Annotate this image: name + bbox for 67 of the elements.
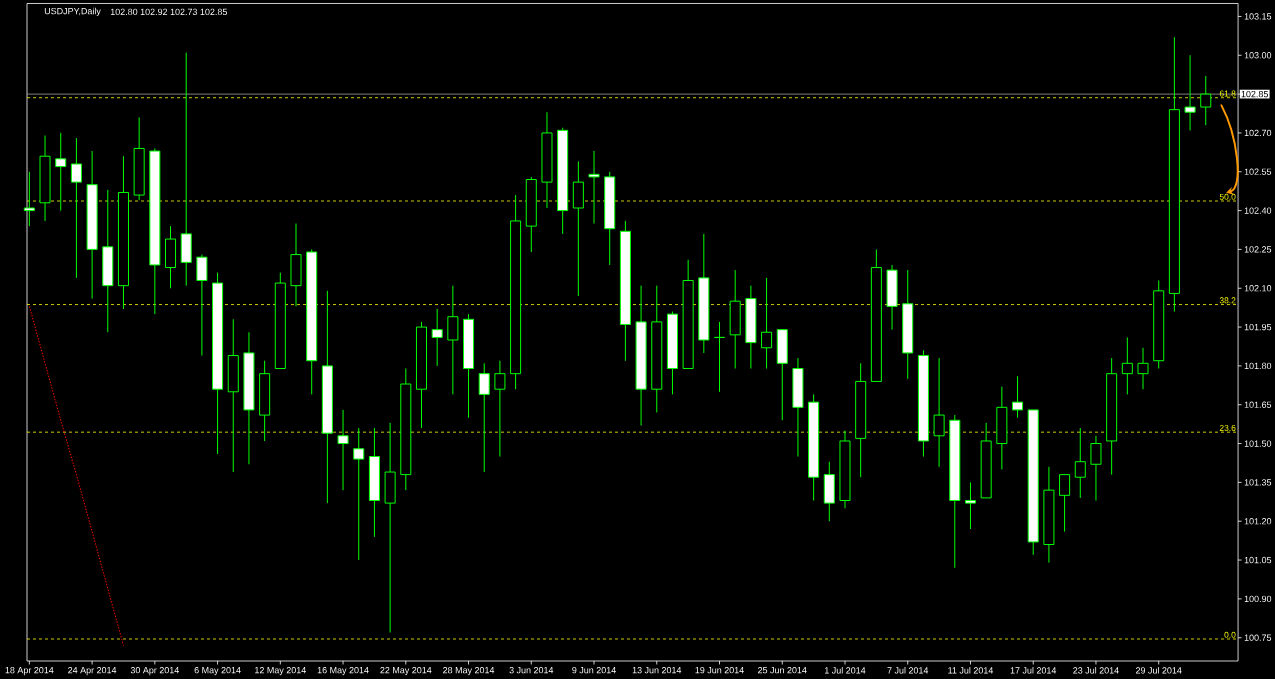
candlestick bbox=[1200, 75, 1212, 126]
y-tick-label: 102.40 bbox=[1244, 207, 1272, 214]
annotation: 38.2 bbox=[1219, 297, 1236, 304]
y-tick-label: 101.65 bbox=[1244, 401, 1272, 408]
candlestick bbox=[196, 254, 208, 357]
x-tick-label: 16 May 2014 bbox=[317, 667, 369, 676]
candlestick bbox=[1184, 54, 1196, 131]
y-tick-label: 103.00 bbox=[1244, 52, 1272, 59]
candlestick bbox=[1137, 347, 1149, 390]
x-tick-label: 1 Jul 2014 bbox=[824, 667, 866, 674]
candlestick bbox=[337, 409, 349, 491]
x-tick-label: 25 Jun 2014 bbox=[758, 667, 807, 674]
x-tick-label: 12 May 2014 bbox=[255, 667, 306, 676]
x-tick-label: 18 Apr 2014 bbox=[5, 667, 54, 676]
ref-line-label: 102.85 bbox=[1241, 90, 1269, 98]
candlestick bbox=[964, 481, 976, 530]
x-tick-label: 3 Jun 2014 bbox=[509, 667, 554, 674]
annotation: 0.0 bbox=[1224, 631, 1236, 638]
candlestick bbox=[180, 52, 192, 287]
candlestick bbox=[1012, 375, 1024, 419]
annotation: 61.8 bbox=[1219, 90, 1236, 97]
candlestick bbox=[353, 427, 365, 561]
candlestick bbox=[588, 150, 600, 225]
candlestick bbox=[761, 277, 773, 369]
candlestick bbox=[70, 137, 82, 279]
y-tick-label: 101.20 bbox=[1244, 518, 1272, 525]
x-tick-label: 19 Jun 2014 bbox=[695, 667, 744, 674]
chart-subtitle: 102.80 102.92 102.73 102.85 bbox=[110, 8, 228, 16]
y-tick-label: 102.70 bbox=[1244, 129, 1272, 137]
x-tick-label: 24 Apr 2014 bbox=[68, 667, 117, 676]
y-tick-label: 100.90 bbox=[1244, 595, 1272, 603]
candlestick bbox=[933, 357, 945, 468]
y-tick-label: 103.15 bbox=[1244, 13, 1272, 20]
x-tick-label: 30 Apr 2014 bbox=[130, 667, 179, 676]
x-tick-label: 11 Jul 2014 bbox=[948, 667, 994, 674]
y-tick-label: 101.05 bbox=[1244, 556, 1272, 564]
candlestick bbox=[478, 362, 490, 473]
annotation: 50.0 bbox=[1219, 193, 1236, 200]
x-tick-label: 17 Jul 2014 bbox=[1010, 667, 1057, 674]
y-tick-label: 101.50 bbox=[1244, 440, 1272, 447]
y-tick-label: 101.95 bbox=[1244, 323, 1272, 331]
candlestick bbox=[1090, 435, 1102, 502]
candlestick bbox=[55, 132, 67, 212]
x-tick-label: 28 May 2014 bbox=[443, 667, 495, 676]
y-tick-label: 102.10 bbox=[1244, 285, 1272, 292]
candlestick bbox=[1121, 336, 1133, 395]
y-tick-label: 101.80 bbox=[1244, 362, 1272, 370]
candlestick bbox=[713, 321, 726, 393]
candlestick bbox=[494, 360, 506, 457]
x-tick-label: 7 Jul 2014 bbox=[887, 667, 929, 674]
candlestick bbox=[431, 308, 443, 367]
chart-title: USDJPY,Daily bbox=[44, 7, 101, 17]
candlestick bbox=[447, 285, 459, 395]
x-tick-label: 6 May 2014 bbox=[194, 667, 241, 676]
candlestick bbox=[1059, 474, 1071, 533]
x-tick-label: 13 Jun 2014 bbox=[632, 667, 682, 674]
y-tick-label: 100.75 bbox=[1244, 634, 1272, 641]
x-tick-label: 29 Jul 2014 bbox=[1135, 667, 1182, 674]
y-tick-label: 102.25 bbox=[1244, 246, 1272, 253]
x-tick-label: 23 Jul 2014 bbox=[1073, 667, 1119, 674]
y-tick-label: 101.35 bbox=[1244, 479, 1272, 486]
y-tick-label: 102.55 bbox=[1244, 168, 1272, 175]
candlestick bbox=[1074, 427, 1086, 499]
x-tick-label: 9 Jun 2014 bbox=[572, 667, 616, 674]
x-tick-label: 22 May 2014 bbox=[380, 667, 432, 676]
annotation: 23.6 bbox=[1219, 424, 1236, 431]
line-series bbox=[28, 305, 124, 646]
